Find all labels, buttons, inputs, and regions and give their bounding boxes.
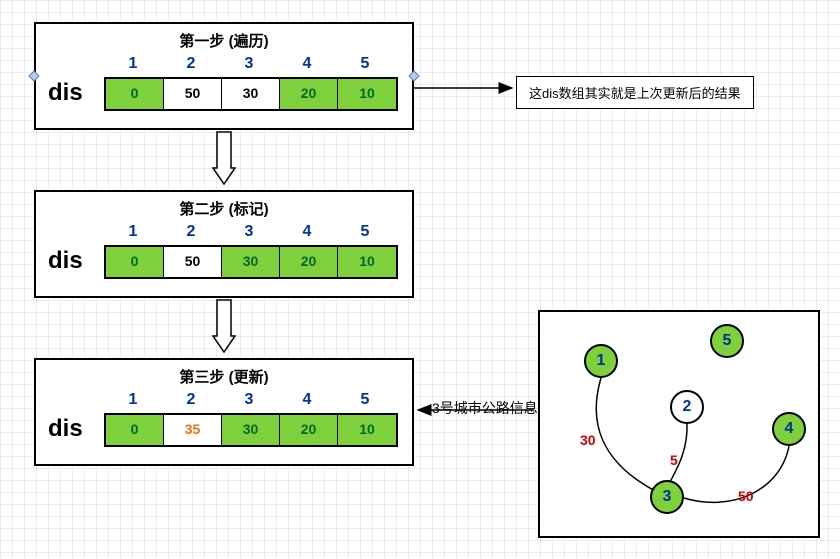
edge-weight: 50 [738, 488, 754, 504]
edge-weight: 30 [580, 432, 596, 448]
annotation-text: 这dis数组其实就是上次更新后的结果 [529, 86, 741, 101]
graph-node-5: 5 [710, 324, 744, 358]
dis-label: dis [48, 79, 104, 111]
dis-cell: 20 [280, 247, 338, 277]
step-title: 第二步 (标记) [36, 192, 412, 219]
column-index: 1 [104, 55, 162, 77]
dis-cell: 50 [164, 79, 222, 109]
column-index: 1 [104, 223, 162, 245]
column-index: 2 [162, 223, 220, 245]
step-box-2: 第二步 (标记)dis12345050302010 [34, 190, 414, 298]
dis-cell: 30 [222, 415, 280, 445]
column-index: 5 [336, 55, 394, 77]
column-index: 3 [220, 391, 278, 413]
dis-cell: 10 [338, 415, 396, 445]
column-index: 4 [278, 55, 336, 77]
step-title: 第三步 (更新) [36, 360, 412, 387]
column-index: 3 [220, 55, 278, 77]
column-index: 5 [336, 223, 394, 245]
dis-array: 035302010 [104, 413, 398, 447]
step-title: 第一步 (遍历) [36, 24, 412, 51]
dis-cell: 20 [280, 415, 338, 445]
graph-node-2: 2 [670, 390, 704, 424]
column-index: 3 [220, 223, 278, 245]
dis-cell: 50 [164, 247, 222, 277]
column-index: 5 [336, 391, 394, 413]
dis-cell: 30 [222, 79, 280, 109]
column-index: 4 [278, 223, 336, 245]
graph-annotation: 3号城市公路信息 [432, 398, 538, 418]
dis-array: 050302010 [104, 77, 398, 111]
graph-node-3: 3 [650, 480, 684, 514]
column-index: 4 [278, 391, 336, 413]
annotation-box: 这dis数组其实就是上次更新后的结果 [516, 76, 754, 109]
dis-cell: 10 [338, 247, 396, 277]
dis-array: 050302010 [104, 245, 398, 279]
column-index: 1 [104, 391, 162, 413]
step-box-1: 第一步 (遍历)dis12345050302010 [34, 22, 414, 130]
dis-cell: 0 [106, 247, 164, 277]
graph-box: 3055015243 [538, 310, 820, 538]
dis-cell: 30 [222, 247, 280, 277]
column-index: 2 [162, 391, 220, 413]
dis-cell: 20 [280, 79, 338, 109]
dis-cell: 35 [164, 415, 222, 445]
edge-weight: 5 [670, 452, 678, 468]
column-index: 2 [162, 55, 220, 77]
graph-node-1: 1 [584, 344, 618, 378]
dis-cell: 10 [338, 79, 396, 109]
graph-node-4: 4 [772, 412, 806, 446]
dis-cell: 0 [106, 415, 164, 445]
dis-label: dis [48, 247, 104, 279]
dis-label: dis [48, 415, 104, 447]
step-box-3: 第三步 (更新)dis12345035302010 [34, 358, 414, 466]
dis-cell: 0 [106, 79, 164, 109]
